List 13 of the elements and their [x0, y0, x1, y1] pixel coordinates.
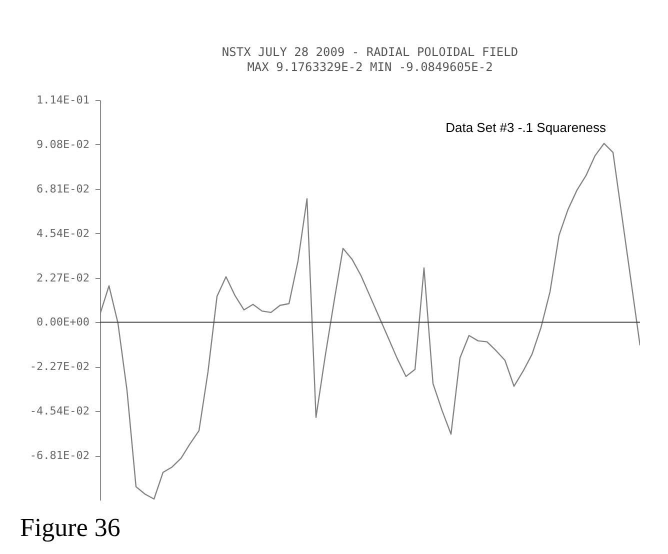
y-tick-label: 1.14E-01 — [36, 94, 90, 106]
chart-subtitle: MAX 9.1763329E-2 MIN -9.0849605E-2 — [247, 60, 493, 74]
y-tick-label: -4.54E-02 — [30, 404, 90, 418]
caption: Figure 36 — [20, 513, 120, 542]
y-tick-label: -6.81E-02 — [30, 449, 90, 462]
y-tick-label: 2.27E-02 — [36, 271, 90, 284]
annotation: Data Set #3 -.1 Squareness — [446, 120, 607, 135]
y-tick-label: 0.00E+00 — [36, 316, 90, 329]
y-tick-label: -2.27E-02 — [30, 360, 90, 374]
y-tick-label: 6.81E-02 — [36, 182, 90, 196]
y-tick-label: 4.54E-02 — [36, 226, 90, 240]
chart-title: NSTX JULY 28 2009 - RADIAL POLOIDAL FIELD — [222, 45, 518, 59]
y-tick-label: 9.08E-02 — [36, 138, 90, 151]
